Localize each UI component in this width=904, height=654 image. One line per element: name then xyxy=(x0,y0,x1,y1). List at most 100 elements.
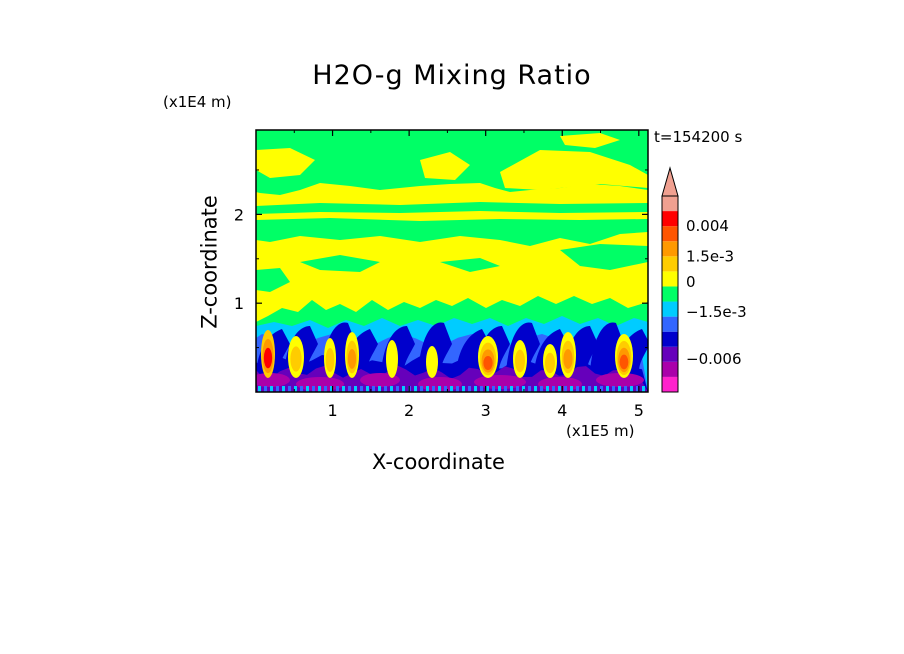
surface-speckle xyxy=(576,386,579,392)
surface-speckle xyxy=(450,386,453,392)
surface-speckle xyxy=(510,386,513,392)
x-axis-label: X-coordinate xyxy=(372,450,505,474)
surface-speckle xyxy=(456,386,459,392)
surface-speckle xyxy=(642,386,645,392)
surface-speckle xyxy=(264,386,267,392)
colorbar-swatch xyxy=(662,196,678,212)
colorbar-swatch xyxy=(662,301,678,317)
surface-speckle xyxy=(600,386,603,392)
colorbar-border xyxy=(661,195,679,393)
mid-patch xyxy=(256,268,290,292)
surface-speckle xyxy=(462,386,465,392)
surface-speckle xyxy=(324,386,327,392)
surface-speckle xyxy=(306,386,309,392)
surface-speckle xyxy=(258,386,261,392)
surface-speckle xyxy=(390,386,393,392)
surface-speckle xyxy=(498,386,501,392)
colorbar-swatch xyxy=(662,271,678,287)
moist-plume xyxy=(347,349,357,369)
upper-dry-blob xyxy=(256,148,315,178)
surface-speckle xyxy=(342,386,345,392)
surface-speckle xyxy=(330,386,333,392)
moist-plume xyxy=(325,348,335,372)
surface-speckle xyxy=(558,386,561,392)
heatmap-field xyxy=(256,130,648,392)
moist-plume xyxy=(290,346,302,372)
upper-dry-blob xyxy=(560,133,620,148)
upper-dry-blob xyxy=(420,152,470,180)
time-label: t=154200 s xyxy=(654,128,743,146)
mid-patch xyxy=(300,255,380,272)
mid-patch xyxy=(560,244,648,270)
surface-speckle xyxy=(294,386,297,392)
moist-plume xyxy=(483,356,493,370)
colorbar-label: 0 xyxy=(686,273,696,291)
x-tick-label: 2 xyxy=(404,401,414,420)
surface-speckle xyxy=(384,386,387,392)
surface-speckle xyxy=(624,386,627,392)
moist-plume xyxy=(563,349,573,369)
surface-speckle xyxy=(606,386,609,392)
plot-border xyxy=(255,129,649,393)
colorbar-swatch xyxy=(662,376,678,392)
surface-speckle xyxy=(282,386,285,392)
surface-speckle xyxy=(276,386,279,392)
moist-plume xyxy=(263,347,273,369)
surface-speckle xyxy=(354,386,357,392)
surface-speckle xyxy=(414,386,417,392)
surface-speckle xyxy=(396,386,399,392)
surface-speckle xyxy=(612,386,615,392)
surface-speckle xyxy=(444,386,447,392)
surface-speckle xyxy=(618,386,621,392)
surface-speckle xyxy=(552,386,555,392)
surface-speckle xyxy=(528,386,531,392)
colorbar-swatch xyxy=(662,241,678,257)
colorbar-swatch xyxy=(662,316,678,332)
surface-speckle xyxy=(270,386,273,392)
surface-speckle xyxy=(588,386,591,392)
surface-speckle xyxy=(582,386,585,392)
purple-patch xyxy=(256,373,290,387)
purple-patch xyxy=(596,373,644,387)
surface-speckle xyxy=(372,386,375,392)
surface-speckle xyxy=(366,386,369,392)
moist-plume xyxy=(545,352,555,374)
surface-speckle xyxy=(336,386,339,392)
colorbar-swatch xyxy=(662,331,678,347)
colorbar-label: 0.004 xyxy=(686,217,729,235)
x-tick-label: 3 xyxy=(481,401,491,420)
wave-band xyxy=(590,322,624,378)
y-axis-ticks: 12 xyxy=(234,169,648,349)
mid-patch xyxy=(440,258,500,272)
surface-speckle xyxy=(594,386,597,392)
surface-speckle xyxy=(468,386,471,392)
colorbar-swatch xyxy=(662,226,678,242)
colorbar: 0.004 1.5e-3 0 −1.5e-3 −0.006 xyxy=(661,166,747,393)
surface-speckle xyxy=(474,386,477,392)
purple-patch xyxy=(474,375,526,389)
surface-speckle xyxy=(480,386,483,392)
chart-title: H2O-g Mixing Ratio xyxy=(312,60,592,91)
surface-speckle xyxy=(318,386,321,392)
moist-plume xyxy=(619,354,629,370)
surface-speckle xyxy=(534,386,537,392)
plot-frame xyxy=(255,129,649,393)
colorbar-label: −1.5e-3 xyxy=(686,303,747,321)
surface-speckle xyxy=(540,386,543,392)
surface-speckle xyxy=(546,386,549,392)
surface-speckle xyxy=(504,386,507,392)
mid-band xyxy=(256,218,648,246)
colorbar-swatch xyxy=(662,346,678,362)
y-tick-label: 1 xyxy=(234,294,244,313)
colorbar-swatch xyxy=(662,286,678,302)
moist-plume xyxy=(386,340,398,378)
y-axis-multiplier: (x1E4 m) xyxy=(163,93,232,111)
surface-speckle xyxy=(636,386,639,392)
surface-speckle xyxy=(516,386,519,392)
colorbar-extend-arrow xyxy=(661,166,679,197)
x-tick-label: 4 xyxy=(557,401,567,420)
colorbar-label: −0.006 xyxy=(686,350,742,368)
surface-speckle xyxy=(288,386,291,392)
surface-speckle xyxy=(348,386,351,392)
